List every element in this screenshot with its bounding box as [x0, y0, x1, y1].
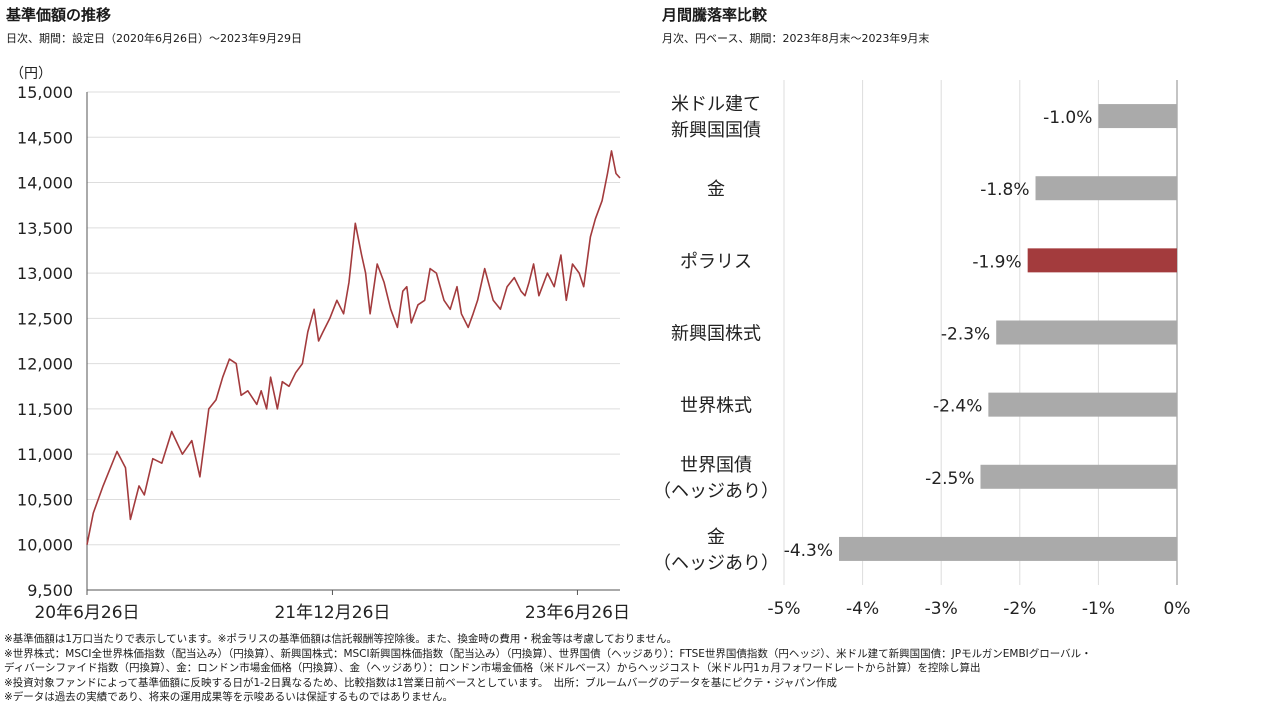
bar — [1027, 248, 1177, 273]
category-label: 世界株式 — [680, 396, 752, 417]
bar-value-label: -1.0% — [1043, 108, 1092, 128]
footnote: ディバーシファイド指数（円換算）、金：ロンドン市場金価格（円換算）、金（ヘッジあ… — [4, 662, 981, 675]
line-chart-y-ticks: 9,500 10,000 10,500 11,000 11,500 12,000 12,50… — [17, 83, 73, 600]
category-label: 新興国株式 — [671, 324, 761, 345]
y-tick-label: 10,000 — [17, 536, 73, 555]
line-chart-subtitle: 日次、期間：設定日（2020年6月26日）〜2023年9月29日 — [6, 32, 302, 45]
bar-chart-title: 月間騰落率比較 — [662, 6, 768, 24]
x-tick-label: -4% — [846, 599, 879, 619]
category-label: 金 — [707, 179, 725, 200]
y-axis-unit-label: （円） — [10, 66, 52, 82]
x-tick-label: -2% — [1003, 599, 1036, 619]
bar-chart-bars: -1.0% -1.8% -1.9% -2.3% -2.4% -2.5% -4.3% — [784, 104, 1177, 561]
line-chart-grid — [87, 91, 620, 546]
bar-value-label: -2.3% — [941, 325, 990, 345]
category-label: 米ドル建て — [671, 94, 761, 115]
y-tick-label: 14,000 — [17, 174, 73, 193]
category-label: ポラリス — [680, 251, 752, 272]
line-chart-series — [86, 150, 621, 545]
bar-value-label: -4.3% — [784, 541, 833, 561]
bar-value-label: -2.4% — [933, 397, 982, 417]
x-tick-label: 23年6月26日 — [525, 603, 630, 623]
category-label: 世界国債 — [680, 455, 752, 476]
footnote: ※データは過去の実績であり、将来の運用成果等を示唆あるいは保証するものではありま… — [4, 691, 453, 704]
y-tick-label: 14,500 — [17, 128, 73, 147]
bar — [1035, 176, 1177, 201]
bar-chart-categories: 米ドル建て新興国国債金ポラリス新興国株式世界株式世界国債（ヘッジあり）金（ヘッジ… — [653, 94, 779, 574]
bar — [996, 320, 1177, 345]
line-chart-axes — [86, 92, 620, 591]
line-chart-title: 基準価額の推移 — [6, 6, 112, 24]
y-tick-label: 12,500 — [17, 309, 73, 328]
bar-chart-x-ticks: -5% -4% -3% -2% -1% 0% — [767, 599, 1190, 619]
bar — [839, 536, 1177, 561]
y-tick-label: 13,500 — [17, 219, 73, 238]
bar — [980, 464, 1177, 489]
footnotes: ※基準価額は1万口当たりで表示しています。※ポラリスの基準価額は信託報酬等控除後… — [4, 632, 1276, 705]
x-tick-label: 0% — [1164, 599, 1191, 619]
y-tick-label: 12,000 — [17, 355, 73, 374]
charts-canvas: （円） 9,500 10,000 10,500 11,000 11,500 12,000 1… — [10, 66, 1190, 623]
category-label: 金 — [707, 527, 725, 548]
x-tick-label: -5% — [767, 599, 800, 619]
y-tick-label: 13,000 — [17, 264, 73, 283]
y-tick-label: 10,500 — [17, 490, 73, 509]
nav-line — [86, 150, 621, 545]
footnote: ※投資対象ファンドによって基準価額に反映する日が1-2日異なるため、比較指数は1… — [4, 676, 837, 689]
x-tick-label: 20年6月26日 — [34, 603, 139, 623]
category-label: （ヘッジあり） — [653, 481, 779, 502]
bar — [988, 392, 1177, 417]
line-chart-x-ticks: 20年6月26日 21年12月26日 23年6月26日 — [34, 590, 630, 623]
x-tick-label: 21年12月26日 — [274, 603, 390, 623]
y-tick-label: 15,000 — [17, 83, 73, 102]
y-tick-label: 9,500 — [27, 581, 73, 600]
x-tick-label: -1% — [1082, 599, 1115, 619]
y-tick-label: 11,000 — [17, 445, 73, 464]
x-tick-label: -3% — [925, 599, 958, 619]
category-label: 新興国国債 — [671, 120, 761, 141]
footnote: ※世界株式：MSCI全世界株価指数（配当込み）（円換算）、新興国株式：MSCI新… — [4, 647, 1092, 660]
bar-value-label: -1.9% — [972, 252, 1021, 272]
footnote: ※基準価額は1万口当たりで表示しています。※ポラリスの基準価額は信託報酬等控除後… — [4, 633, 677, 645]
bar — [1098, 104, 1177, 129]
bar-value-label: -1.8% — [980, 180, 1029, 200]
bar-chart-subtitle: 月次、円ベース、期間：2023年8月末〜2023年9月末 — [662, 32, 930, 45]
bar-value-label: -2.5% — [925, 469, 974, 489]
y-tick-label: 11,500 — [17, 400, 73, 419]
category-label: （ヘッジあり） — [653, 553, 779, 574]
